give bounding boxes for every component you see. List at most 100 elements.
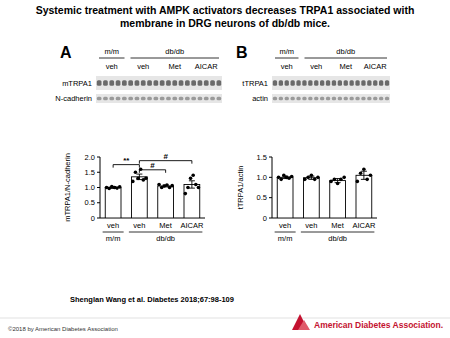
y-tick [97,157,100,158]
blot-band [273,80,277,86]
blot-band [154,80,159,86]
blot-band [141,97,146,101]
data-point [306,176,310,180]
group-label: m/m [106,234,121,243]
blot-band [338,97,342,101]
y-tick-label: 0 [91,214,95,223]
blot-band [344,97,348,101]
blot-band [135,97,140,101]
blot-band [361,80,365,86]
blot-strip [272,94,390,103]
blot-band [332,97,336,101]
blot-band [122,80,127,86]
blot-band [103,80,108,86]
significance-label: ** [123,156,130,165]
blot-row-label: mTRPA1 [62,79,92,88]
separator [0,318,450,319]
bar [184,184,200,218]
blot-group-label: db/db [336,47,355,56]
blot-group-line [131,58,220,59]
blot-band [302,80,306,86]
blot-group-line [275,58,299,59]
data-point [313,178,317,182]
panel-letter: B [236,44,248,61]
blot-band [379,97,383,101]
data-point [339,178,343,182]
blot-band [172,80,177,86]
blot-band [179,80,184,86]
bar [356,175,372,218]
data-point [184,192,188,196]
blot-band [210,80,215,86]
blot-group-label: m/m [279,47,294,56]
data-point [336,182,340,186]
blot-band [385,80,389,86]
blot-band [198,97,203,101]
y-tick-label: 1.5 [257,153,267,162]
blot-band [191,80,196,86]
bar [158,186,174,218]
blot-band [147,97,152,101]
blot-band [217,97,222,101]
blot-band [291,80,295,86]
blot-group-label: m/m [104,47,119,56]
blot-band [350,97,354,101]
data-point [362,167,366,171]
blot-band [302,97,306,101]
blot-band [308,80,312,86]
blot-lane-label: Met [339,62,352,71]
blot-band [135,80,140,86]
blot-band [198,80,203,86]
blot-band [296,80,300,86]
data-point [170,184,174,188]
blot-row-label: N-cadherin [55,94,92,103]
blot-band [367,97,371,101]
bar [277,177,293,218]
blot-band [128,97,133,101]
y-tick [269,177,272,178]
y-axis [272,157,273,218]
data-point [157,183,161,187]
data-point [131,180,135,184]
blot-band [385,97,389,101]
panel-letter: A [60,44,72,61]
x-tick-label: Met [159,221,172,230]
blot-band [320,97,324,101]
figure-title: Systemic treatment with AMPK activators … [15,4,435,30]
logo-mark [298,320,310,330]
blot-band [338,80,342,86]
citation: Shenglan Wang et al. Diabetes 2018;67:98… [70,295,234,304]
data-point [365,178,369,182]
blot-band [332,80,336,86]
bar [105,188,121,219]
blot-band [314,97,318,101]
data-point [310,174,314,178]
blot-band [122,97,127,101]
blot-band [210,97,215,101]
data-point [279,178,283,182]
blot-band [172,97,177,101]
copyright: ©2018 by American Diabetes Association [8,326,118,332]
blot-band [166,80,171,86]
blot-band [291,97,295,101]
significance-label: # [163,152,168,161]
blot-band [166,97,171,101]
data-point [194,183,198,187]
blot-band [185,80,190,86]
error-bar [136,174,142,179]
blot-band [160,97,165,101]
blot-band [204,80,209,86]
blot-band [97,80,102,86]
y-tick-label: 2.0 [85,153,95,162]
x-tick-label: veh [107,221,119,230]
y-axis-label: mTRPA1/N-cadherin [63,153,72,222]
blot-band [308,97,312,101]
blot-band [314,80,318,86]
blot-band [355,97,359,101]
blot-band [147,80,152,86]
y-tick-label: 0.5 [257,193,267,202]
blot-lane-label: AICAR [195,62,219,71]
x-tick-label: AICAR [352,221,376,230]
blot-band [326,97,330,101]
data-point [165,183,169,187]
